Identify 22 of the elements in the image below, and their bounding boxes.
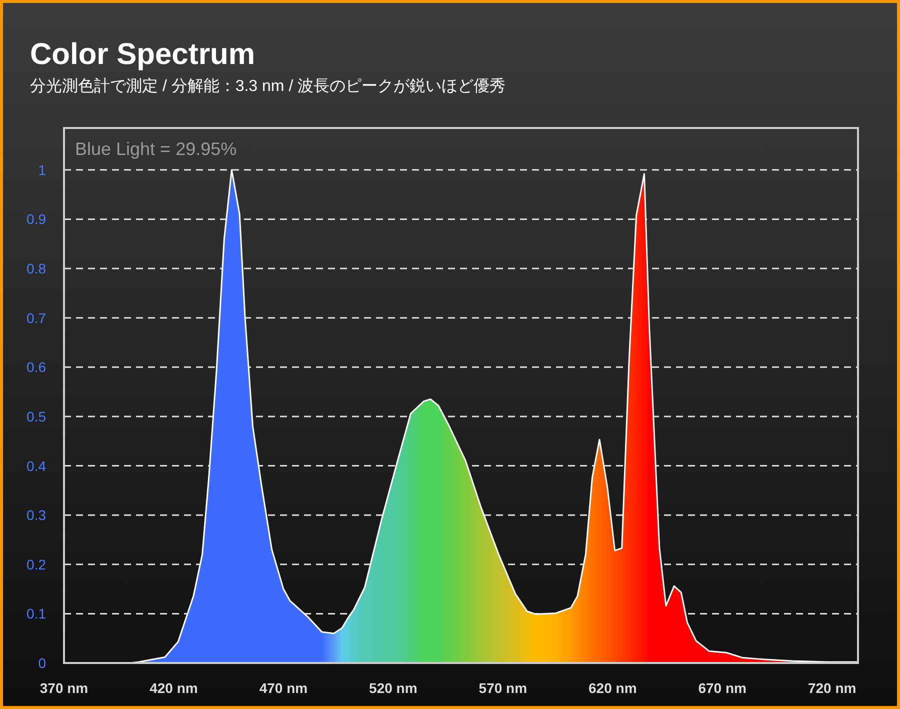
x-tick-label: 470 nm xyxy=(259,680,308,696)
x-tick-label: 670 nm xyxy=(698,680,746,696)
chart-subtitle: 分光測色計で測定 / 分解能：3.3 nm / 波長のピークが鋭いほど優秀 xyxy=(30,77,506,95)
annotation: Blue Light = 29.95% xyxy=(75,139,237,159)
y-tick-label: 0.2 xyxy=(26,556,46,572)
y-tick-label: 0.7 xyxy=(26,310,46,326)
y-tick-label: 0.8 xyxy=(26,260,46,277)
y-tick-label: 0.4 xyxy=(26,458,46,474)
x-tick-label: 420 nm xyxy=(150,680,198,696)
y-tick-label: 1 xyxy=(38,162,46,178)
x-tick-label: 570 nm xyxy=(478,680,528,696)
x-tick-label: 520 nm xyxy=(369,680,418,696)
x-tick-label: 720 nm xyxy=(808,680,856,696)
y-tick-label: 0.5 xyxy=(26,408,46,424)
y-tick-label: 0.9 xyxy=(26,211,46,228)
x-tick-label: 620 nm xyxy=(588,680,637,696)
x-tick-label: 370 nm xyxy=(40,680,88,696)
y-tick-label: 0.3 xyxy=(26,507,46,524)
y-tick-label: 0.6 xyxy=(26,359,46,376)
y-tick-label: 0.1 xyxy=(26,606,46,622)
y-tick-label: 0 xyxy=(38,655,46,671)
chart-title: Color Spectrum xyxy=(30,38,256,71)
